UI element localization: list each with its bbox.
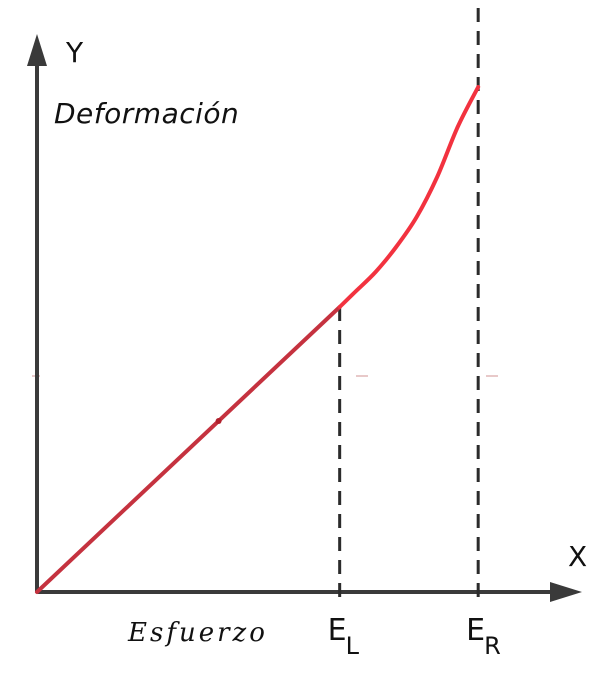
x-axis-arrowhead: [550, 582, 582, 602]
series-elastic-line: [35, 305, 342, 594]
tick-label-el: E L: [328, 613, 360, 660]
series-plastic-curve: [337, 85, 481, 309]
tick-label-el-sub: L: [346, 632, 360, 660]
y-axis-letter: Y: [65, 36, 84, 69]
x-axis-label: Esfuerzo: [127, 618, 268, 648]
mid-point-marker: [215, 418, 222, 424]
tick-label-el-main: E: [328, 613, 347, 648]
y-axis-arrowhead: [27, 34, 47, 66]
y-axis-label: Deformación: [54, 97, 239, 130]
tick-label-er-sub: R: [484, 632, 501, 660]
tick-label-er: E R: [466, 613, 501, 660]
tick-label-er-main: E: [466, 613, 485, 648]
x-axis-letter: X: [568, 540, 587, 573]
